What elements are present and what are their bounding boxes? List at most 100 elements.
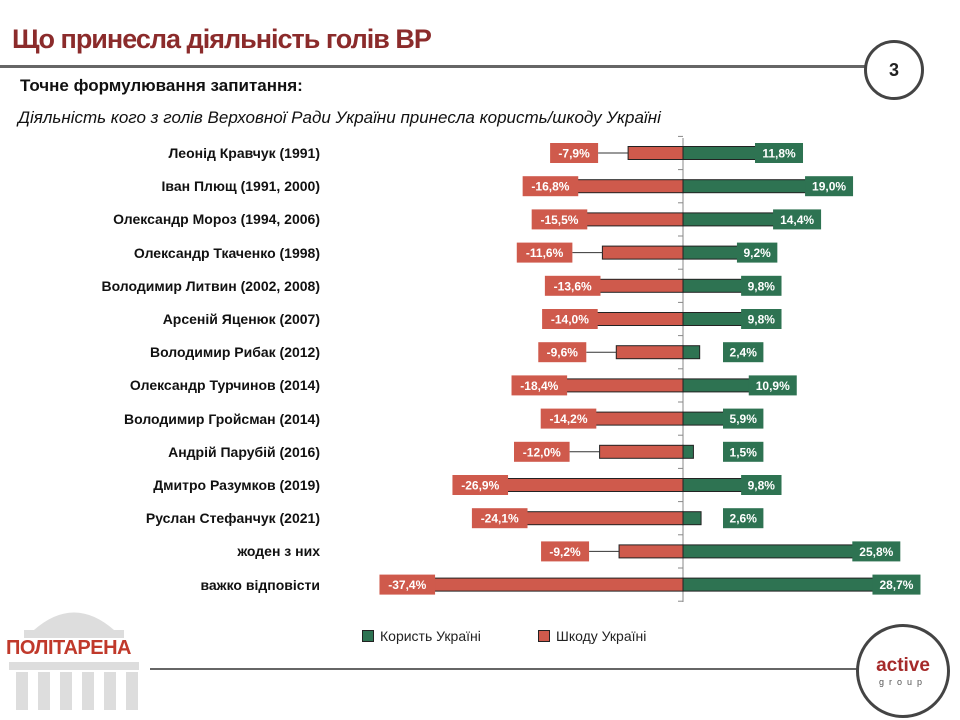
category-label: важко відповісти [200, 576, 320, 593]
legend-item-benefit: Користь Україні [362, 628, 481, 644]
data-label: 25,8% [859, 545, 893, 559]
question-text: Діяльність кого з голів Верховної Ради У… [18, 108, 661, 127]
data-label-box [741, 475, 782, 495]
data-label-box [741, 309, 782, 329]
legend-label: Шкоду Україні [556, 628, 647, 644]
bar-benefit [682, 212, 784, 227]
data-label-box [723, 408, 764, 429]
data-label-box [872, 574, 921, 595]
bar-harm [422, 577, 684, 592]
data-label: -15,5% [540, 213, 578, 227]
category-label: Олександр Турчинов (2014) [129, 377, 320, 394]
question-heading: Точне формулювання запитання: [20, 76, 303, 95]
data-label-box [540, 408, 597, 429]
data-label-box [736, 242, 778, 263]
category-label: Володимир Рибак (2012) [149, 344, 320, 361]
data-label-box [723, 441, 764, 462]
data-label: 9,8% [748, 279, 776, 293]
bar-harm [585, 312, 684, 326]
data-label: 19,0% [812, 180, 846, 194]
data-label-box [516, 242, 573, 263]
bar-benefit [682, 411, 725, 426]
page-title: Що принесла діяльність голів ВР [12, 24, 432, 54]
data-label: 5,9% [730, 412, 758, 426]
bar-benefit [682, 278, 752, 293]
category-label: Арсеній Яценюк (2007) [162, 311, 320, 327]
bar-benefit [682, 345, 701, 360]
data-label: -13,6% [554, 279, 592, 293]
bar-harm [495, 478, 684, 492]
data-label: -18,4% [520, 379, 558, 393]
data-label-box [471, 508, 528, 529]
data-label: -37,4% [388, 578, 426, 592]
data-label-box [379, 574, 436, 595]
data-label-box [723, 508, 764, 529]
data-label-box [550, 143, 599, 163]
data-label-box [531, 209, 588, 230]
bar-harm [515, 511, 684, 526]
data-label: 1,5% [730, 445, 758, 459]
category-label: Іван Плющ (1991, 2000) [161, 178, 320, 195]
data-label-box [723, 342, 764, 363]
data-label-box [773, 209, 822, 230]
data-label-box [538, 342, 587, 363]
data-label: 14,4% [780, 213, 814, 227]
category-label: жоден з них [237, 543, 320, 560]
category-label: Руслан Стефанчук (2021) [145, 510, 320, 527]
bar-benefit [682, 544, 863, 559]
category-label: Володимир Гройсман (2014) [124, 410, 320, 427]
footer-divider [150, 668, 858, 670]
bar-harm [574, 212, 684, 227]
bar-harm [583, 411, 684, 426]
bar-harm [601, 245, 684, 260]
category-label: Володимир Литвин (2002, 2008) [101, 277, 320, 294]
bar-harm [587, 278, 684, 293]
data-label-box [805, 176, 854, 197]
header-divider [0, 65, 865, 68]
data-label: -16,8% [531, 180, 569, 194]
data-label: -9,6% [547, 346, 579, 360]
bar-benefit [682, 478, 752, 492]
data-label: -11,6% [526, 246, 564, 260]
data-label-box [748, 375, 797, 396]
data-label: -24,1% [481, 512, 519, 526]
data-label: -12,0% [523, 445, 561, 459]
bar-harm [618, 544, 684, 559]
data-label-box [755, 143, 804, 163]
legend-label: Користь Україні [380, 628, 481, 644]
data-label: 10,9% [756, 379, 790, 393]
logo-subtext: group [878, 677, 928, 687]
data-label: -14,2% [549, 412, 587, 426]
data-label-box [541, 541, 590, 562]
page-number: 3 [864, 40, 924, 100]
active-group-logo: active group [856, 624, 950, 718]
bar-benefit [682, 577, 883, 592]
politarena-logo [9, 612, 139, 710]
data-label: 28,7% [879, 578, 913, 592]
bar-harm [599, 444, 684, 459]
bar-benefit [682, 146, 766, 160]
data-label: 11,8% [762, 147, 796, 161]
bar-harm [565, 179, 684, 194]
data-label: 9,8% [748, 313, 776, 327]
category-label: Андрій Парубій (2016) [168, 443, 320, 460]
data-label-box [741, 275, 782, 296]
bar-benefit [682, 511, 702, 526]
data-label: 9,2% [743, 246, 771, 260]
category-label: Дмитро Разумков (2019) [153, 477, 320, 493]
logo-text: active [876, 655, 930, 676]
data-label: 2,4% [730, 346, 758, 360]
data-label-box [852, 541, 901, 562]
data-label: 9,8% [748, 479, 776, 493]
bar-benefit [682, 179, 816, 194]
data-label: 2,6% [730, 512, 758, 526]
data-label-box [544, 275, 601, 296]
bar-harm [615, 345, 684, 360]
politarena-logo-text: ПОЛІТАРЕНА [6, 637, 132, 659]
data-label: -14,0% [551, 313, 589, 327]
bar-benefit [682, 444, 694, 459]
data-label-box [452, 475, 509, 495]
bar-benefit [682, 312, 752, 326]
